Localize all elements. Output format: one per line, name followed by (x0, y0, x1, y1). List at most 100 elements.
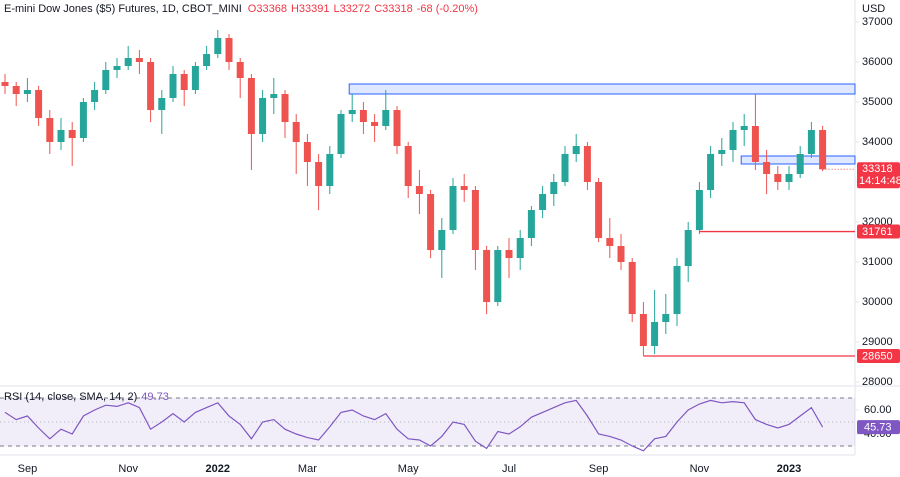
x-tick-label: 2022 (206, 463, 230, 475)
y-tick-label: 36000 (862, 56, 893, 68)
x-tick-label: 2023 (777, 463, 801, 475)
ohlc-value: O33368 (248, 3, 287, 15)
candle-body (427, 194, 435, 250)
candle-body (550, 182, 558, 194)
candle-body (707, 154, 715, 190)
y-tick-label: 34000 (862, 136, 893, 148)
candle-body (729, 130, 737, 150)
candle-body (57, 130, 65, 142)
candle-body (415, 186, 423, 194)
rsi-y-tick-label: 60.00 (864, 404, 892, 416)
candle-body (763, 162, 771, 174)
candle-body (404, 146, 412, 186)
candle-body (662, 314, 670, 322)
candle-body (774, 174, 782, 182)
candle-body (337, 114, 345, 154)
candle-body (169, 74, 177, 98)
countdown-label: 14:14:48 (859, 175, 900, 187)
chart-title: E-mini Dow Jones ($5) Futures, 1D, CBOT_… (4, 3, 478, 15)
ohlc-value: L33272 (334, 3, 371, 15)
x-tick-label: Sep (589, 463, 609, 475)
candle-body (270, 94, 278, 98)
x-tick-label: Mar (298, 463, 317, 475)
level-label: 31761 (862, 226, 893, 238)
candle-body (785, 174, 793, 182)
x-tick-label: Jul (502, 463, 516, 475)
candle-body (494, 250, 502, 302)
candle-body (23, 90, 31, 94)
candle-body (292, 122, 300, 142)
y-tick-label: 29000 (862, 336, 893, 348)
x-tick-label: Nov (118, 463, 138, 475)
level-label-box (857, 224, 900, 239)
candle-body (718, 150, 726, 154)
rsi-value-box (857, 420, 900, 435)
candle-body (225, 38, 233, 62)
candle-body (315, 162, 323, 186)
x-tick-label: Nov (690, 463, 710, 475)
candle-body (673, 266, 681, 314)
y-tick-label: 35000 (862, 96, 893, 108)
candle-body (12, 86, 20, 94)
candle-body (483, 250, 491, 302)
candle-body (751, 126, 759, 162)
support-resistance-zone (348, 83, 856, 95)
candle-body (505, 250, 513, 258)
candle-body (303, 142, 311, 162)
candle-body (393, 110, 401, 146)
rsi-line (4, 399, 824, 452)
level-label-box (857, 349, 900, 363)
candle-body (595, 182, 603, 238)
candle-body (135, 58, 143, 62)
candle-body (583, 146, 591, 182)
level-label: 28650 (862, 350, 893, 362)
candle-body (348, 110, 356, 114)
rsi-title: RSI (14, close, SMA, 14, 2) 49.73 (4, 391, 169, 403)
candle-body (606, 238, 614, 246)
rsi-value-label: 45.73 (864, 422, 892, 434)
candle-body (102, 70, 110, 90)
candle-body (449, 186, 457, 230)
candle-body (539, 194, 547, 210)
candle-body (214, 38, 222, 54)
candle-body (807, 130, 815, 154)
candle-body (35, 90, 43, 118)
last-price-box (857, 162, 900, 189)
candle-body (796, 154, 804, 174)
x-tick-label: Sep (18, 463, 38, 475)
candle-body (561, 154, 569, 182)
candle-body (147, 62, 155, 110)
candle-body (203, 54, 211, 66)
candle-body (819, 130, 827, 170)
candle-body (281, 94, 289, 122)
candle-body (628, 262, 636, 314)
title-text: E-mini Dow Jones ($5) Futures, 1D, CBOT_… (4, 3, 242, 15)
ohlc-value: C33318 (374, 3, 413, 15)
candle-body (68, 130, 76, 138)
ohlc-value: -68 (-0.20%) (417, 3, 478, 15)
candle-body (158, 98, 166, 110)
candle-body (247, 78, 255, 134)
candle-body (617, 246, 625, 262)
x-tick-label: May (398, 463, 419, 475)
candle-body (639, 314, 647, 346)
candle-body (113, 66, 121, 70)
candle-body (572, 146, 580, 154)
candle-body (740, 126, 748, 130)
candle-body (684, 230, 692, 266)
candle-body (180, 74, 188, 90)
candle-body (371, 122, 379, 126)
candle-body (46, 118, 54, 142)
candle-body (359, 110, 367, 122)
candle-body (259, 98, 267, 134)
y-tick-label: 31000 (862, 256, 893, 268)
candle-body (471, 190, 479, 250)
y-tick-label: 30000 (862, 296, 893, 308)
candle-body (1, 82, 9, 86)
currency-label: USD (862, 3, 885, 15)
candle-body (79, 102, 87, 138)
y-tick-label: 37000 (862, 16, 893, 28)
rsi-sma-value: 49.73 (141, 391, 169, 403)
candle-body (191, 66, 199, 90)
